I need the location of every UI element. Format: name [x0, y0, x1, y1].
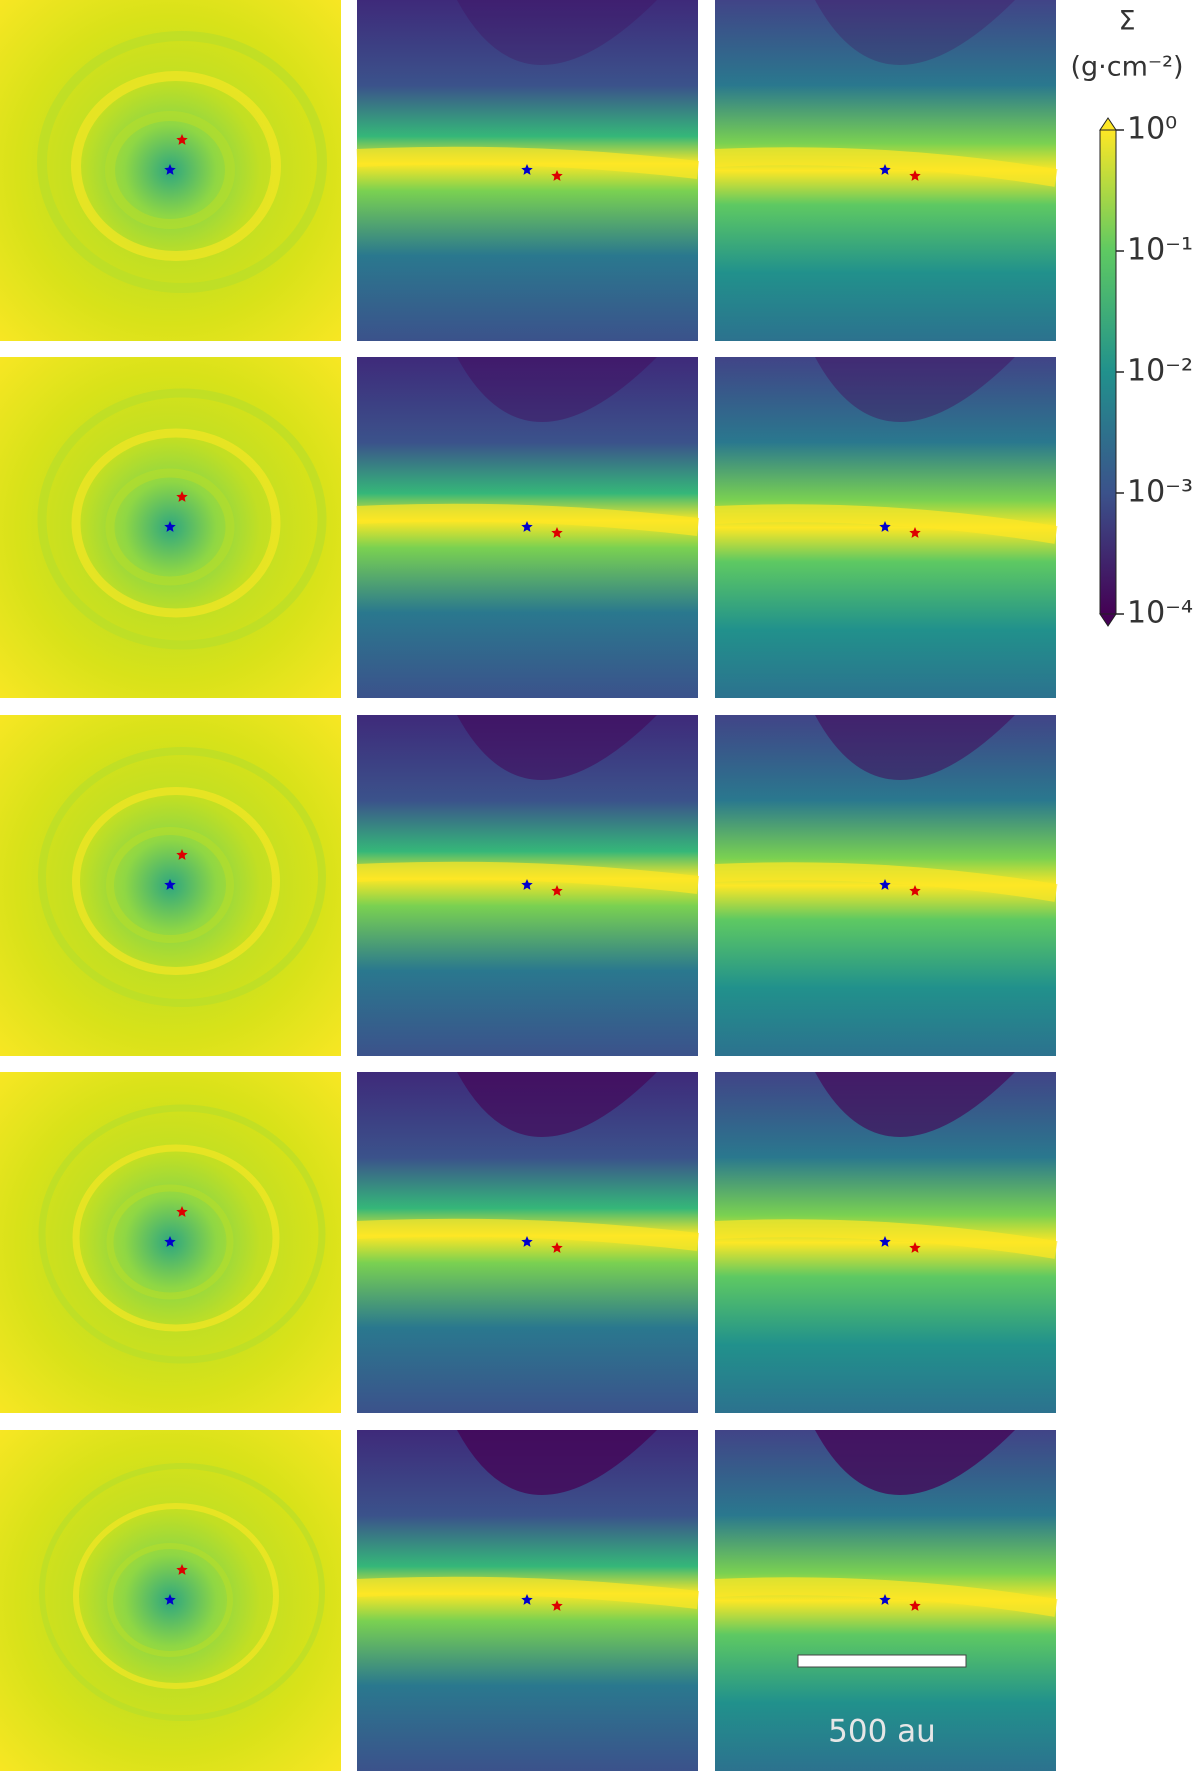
star-marker [909, 1242, 921, 1253]
spiral-arm [105, 111, 235, 229]
star-marker [164, 164, 176, 175]
colorbar-unit: (g·cm⁻²) [1070, 52, 1183, 83]
star-marker [909, 1600, 921, 1611]
star-marker [176, 1564, 188, 1575]
outflow-cavity [815, 0, 1015, 65]
disk-band [714, 862, 1058, 902]
spiral-arm [39, 1463, 325, 1721]
star-marker [879, 1236, 891, 1247]
spiral-arm [105, 468, 235, 586]
spiral-arm [106, 827, 234, 943]
colorbar-extend-top [1099, 117, 1117, 131]
outflow-cavity [457, 0, 657, 65]
disk-band [356, 146, 700, 179]
star-marker [176, 491, 188, 502]
spiral-arm [106, 1184, 234, 1300]
disk-band [714, 147, 1058, 187]
scale-bar [797, 1654, 967, 1668]
star-marker [164, 879, 176, 890]
density-panel [356, 715, 700, 1056]
disk-band [356, 861, 700, 894]
colorbar-tick-label: 10⁻² [1127, 354, 1193, 389]
star-marker [521, 1236, 533, 1247]
spiral-arm [72, 1144, 280, 1332]
spiral-arm [107, 1543, 233, 1657]
star-marker [521, 1594, 533, 1605]
colorbar [1099, 129, 1117, 615]
colorbar-tick-label: 10⁻³ [1127, 475, 1193, 510]
density-panel [714, 357, 1058, 698]
density-panel [0, 715, 341, 1056]
spiral-arm [71, 428, 281, 618]
spiral-arm [38, 747, 326, 1007]
outflow-cavity [815, 1072, 1015, 1137]
star-marker [551, 170, 563, 181]
star-marker [521, 879, 533, 890]
spiral-arm [38, 1104, 326, 1364]
outflow-cavity [457, 1430, 657, 1495]
scale-bar-label: 500 au [828, 1714, 936, 1750]
spiral-arm [37, 31, 327, 293]
star-marker [879, 164, 891, 175]
star-marker [909, 527, 921, 538]
star-marker [521, 164, 533, 175]
star-marker [909, 885, 921, 896]
spiral-arm [72, 787, 280, 975]
disk-band [714, 1577, 1058, 1617]
colorbar-tick-label: 10⁰ [1127, 112, 1177, 147]
star-marker [176, 134, 188, 145]
density-panel [356, 1430, 700, 1771]
star-marker [551, 885, 563, 896]
star-marker [909, 170, 921, 181]
colorbar-tick-label: 10⁻¹ [1127, 233, 1193, 268]
disk-band [356, 1218, 700, 1251]
colorbar-symbol: Σ [1118, 6, 1135, 37]
star-marker [879, 879, 891, 890]
colorbar-tick-label: 10⁻⁴ [1127, 596, 1193, 631]
star-marker [879, 521, 891, 532]
density-panel [0, 0, 341, 341]
outflow-cavity [815, 1430, 1015, 1495]
disk-band [356, 503, 700, 536]
star-marker [164, 1594, 176, 1605]
panels [0, 0, 1058, 1771]
outflow-cavity [457, 715, 657, 780]
outflow-cavity [457, 1072, 657, 1137]
star-marker [164, 1236, 176, 1247]
outflow-cavity [815, 715, 1015, 780]
star-marker [879, 1594, 891, 1605]
density-panel [356, 357, 700, 698]
star-marker [521, 521, 533, 532]
disk-band [356, 1576, 700, 1609]
colorbar-extend-bottom [1099, 613, 1117, 627]
disk-band [714, 1219, 1058, 1259]
spiral-arm [71, 71, 281, 261]
spiral-arm [37, 388, 327, 650]
outflow-cavity [815, 357, 1015, 422]
spiral-arm [73, 1503, 279, 1689]
density-panel [356, 0, 700, 341]
star-marker [176, 849, 188, 860]
disk-band [714, 504, 1058, 544]
star-marker [551, 1600, 563, 1611]
outflow-cavity [457, 357, 657, 422]
star-marker [551, 527, 563, 538]
star-marker [551, 1242, 563, 1253]
star-marker [164, 521, 176, 532]
star-marker [176, 1206, 188, 1217]
